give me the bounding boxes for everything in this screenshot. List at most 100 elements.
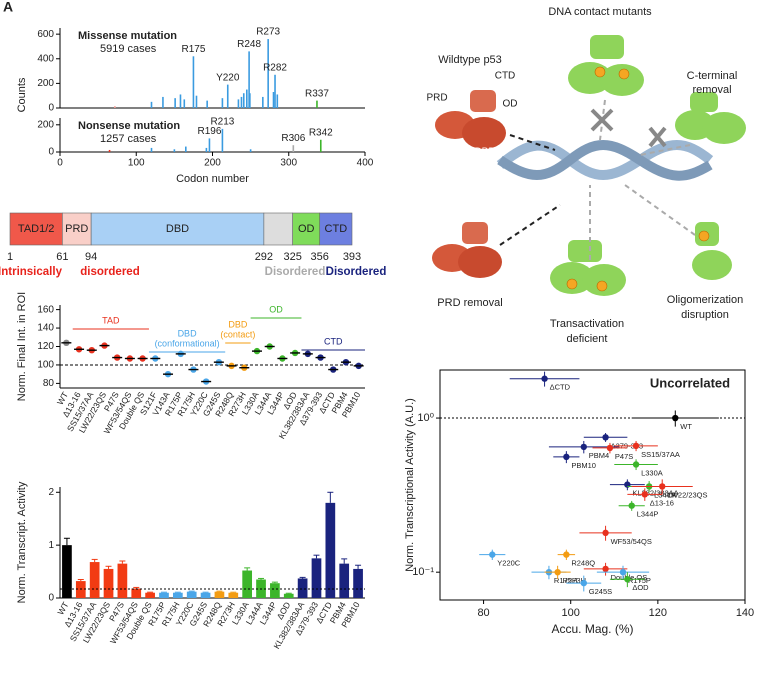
group-label: DBD — [178, 328, 198, 338]
stem-label: R213 — [210, 117, 234, 128]
point-label: L330A — [641, 468, 663, 477]
point — [606, 444, 614, 452]
domain-label: PRD — [65, 223, 88, 235]
bar — [131, 588, 142, 598]
x-tick-label: 300 — [280, 158, 297, 169]
x-tick-label: 140 — [736, 607, 754, 619]
point-label: R175P — [628, 576, 651, 585]
y-tick-label: 10⁻¹ — [412, 566, 434, 578]
y-tick-label: 120 — [37, 341, 54, 352]
protein-green — [550, 35, 746, 296]
stem-label: R306 — [281, 133, 305, 144]
y-axis-label: Counts — [16, 77, 28, 112]
schematic-label: PRD — [426, 93, 447, 104]
schematic-label: Transactivation — [550, 318, 624, 330]
domain-position: 94 — [85, 251, 97, 263]
y-tick-label: 10⁰ — [417, 412, 434, 424]
point — [659, 483, 666, 490]
bar — [297, 578, 308, 598]
point — [541, 375, 548, 382]
domain-position: 61 — [56, 251, 68, 263]
domain-note: Disordered — [326, 266, 387, 278]
y-tick-label: 200 — [37, 119, 54, 130]
point — [632, 461, 640, 468]
chart-subtitle: 1257 cases — [100, 133, 157, 145]
point-label: Y220C — [497, 559, 521, 568]
stem-label: R273 — [256, 27, 280, 38]
stem-label: R175 — [181, 44, 205, 55]
schematic-label: deficient — [567, 333, 608, 345]
group-label: DBD — [228, 319, 248, 329]
point-label: KL382/383AA — [632, 489, 678, 498]
bar — [103, 568, 114, 598]
domain-position: 1 — [7, 251, 13, 263]
point — [554, 568, 561, 576]
schematic-label: Wildtype p53 — [438, 54, 502, 66]
bar — [353, 568, 363, 598]
stem-label: R337 — [305, 88, 329, 99]
schematic-label: disruption — [681, 309, 729, 321]
chart-title: Missense mutation — [78, 30, 177, 42]
chart-title: Nonsense mutation — [78, 120, 180, 132]
point-label: WF53/54QS — [611, 537, 652, 546]
point-label: SS15/37AA — [641, 450, 680, 459]
schematic: DNA contact mutants Wildtype p53 PRD CTD… — [426, 6, 746, 345]
domain-position: 325 — [283, 251, 301, 263]
schematic-label: PRD removal — [437, 297, 502, 309]
bar — [339, 563, 350, 598]
domain-label: CTD — [325, 223, 348, 235]
domain-label: TAD1/2 — [18, 223, 54, 235]
group-label: CTD — [324, 336, 343, 346]
point-label: ΔCTD — [550, 383, 571, 392]
domain-position: 292 — [255, 251, 273, 263]
point-label: L344A — [654, 490, 676, 499]
schematic-label: removal — [692, 84, 731, 96]
block-mark — [590, 108, 667, 148]
dna-strand — [497, 140, 713, 181]
point — [641, 491, 648, 498]
point-label: R175H — [554, 576, 577, 585]
y-tick-label: 1 — [48, 540, 54, 551]
domain — [9, 212, 63, 246]
point — [632, 442, 640, 450]
bar — [214, 591, 225, 598]
protein-domain — [462, 222, 488, 244]
x-axis-label: Accu. Mag. (%) — [551, 622, 633, 636]
x-axis-label: Codon number — [176, 173, 249, 185]
group-label: (contact) — [220, 329, 255, 339]
stem-label: R248 — [237, 39, 261, 50]
schematic-label: DBD — [474, 147, 495, 158]
group-label: OD — [269, 304, 283, 314]
point-label: PBM10 — [571, 461, 596, 470]
domain — [62, 212, 92, 246]
bar — [242, 570, 253, 598]
schematic-label: DNA contact mutants — [548, 6, 652, 18]
point — [602, 434, 609, 441]
x-tick-label: 120 — [649, 607, 667, 619]
point — [619, 568, 627, 576]
point-label: G245S — [589, 587, 612, 596]
group-label: TAD — [102, 315, 120, 325]
bar — [172, 592, 183, 598]
bar — [159, 592, 169, 598]
y-tick-label: 100 — [37, 360, 54, 371]
y-tick-label: 200 — [37, 78, 54, 89]
stem-label: Y220 — [216, 72, 240, 83]
bar — [200, 592, 211, 598]
point — [602, 529, 609, 537]
bar — [186, 591, 197, 598]
y-tick-label: 600 — [37, 29, 54, 40]
bar — [117, 563, 128, 598]
schematic-label: CTD — [495, 71, 516, 82]
y-tick-label: 0 — [48, 147, 54, 158]
domain-note: disordered — [80, 266, 139, 278]
bar — [325, 502, 336, 598]
bar — [228, 592, 239, 598]
chart-title: Uncorrelated — [650, 375, 730, 390]
panel-label: A — [3, 0, 13, 15]
protein-domain — [470, 90, 496, 112]
point — [628, 502, 635, 509]
point — [580, 579, 587, 587]
domain-note: Disordered — [265, 266, 326, 278]
